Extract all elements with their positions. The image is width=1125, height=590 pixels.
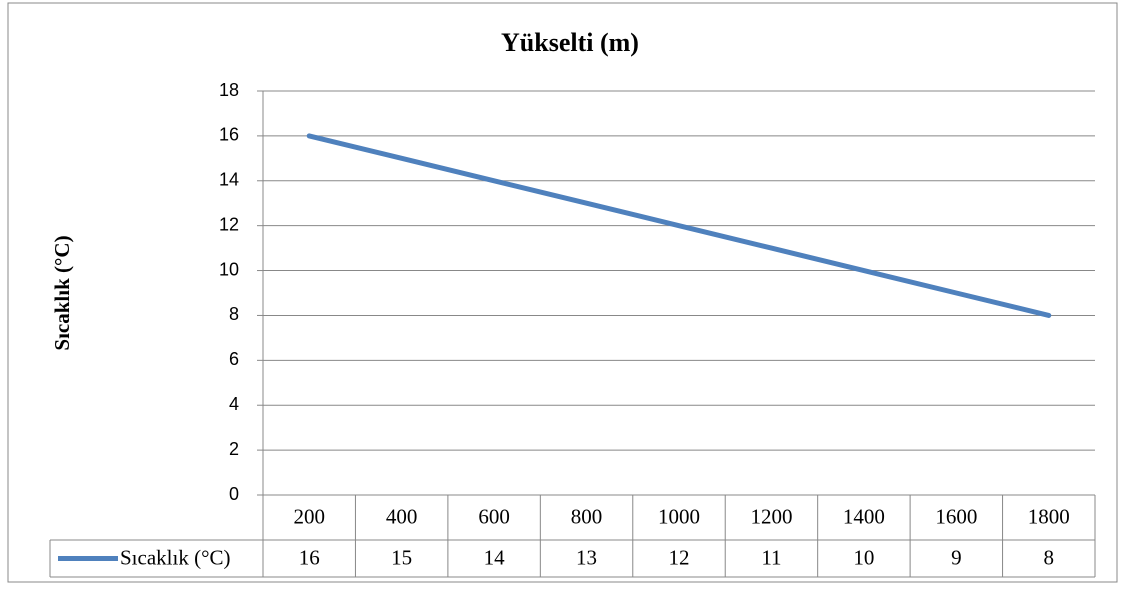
chart-title: Yükselti (m) <box>501 28 639 57</box>
table-value: 10 <box>853 545 874 569</box>
x-tick-label: 1400 <box>843 504 885 528</box>
legend-label: Sıcaklık (°C) <box>120 545 230 569</box>
y-tick-label: 12 <box>219 214 239 234</box>
x-tick-label: 1800 <box>1028 504 1070 528</box>
y-tick-label: 10 <box>219 259 239 279</box>
x-tick-label: 400 <box>386 504 418 528</box>
y-tick-label: 6 <box>229 349 239 369</box>
table-value: 15 <box>391 545 412 569</box>
x-tick-label: 1600 <box>935 504 977 528</box>
data-line <box>306 133 1052 318</box>
chart-border <box>7 2 1118 583</box>
table-value: 8 <box>1044 545 1055 569</box>
y-tick-label: 0 <box>229 484 239 504</box>
table-value: 13 <box>576 545 597 569</box>
table-value: 9 <box>951 545 962 569</box>
y-tick-label: 8 <box>229 304 239 324</box>
y-tick-label: 4 <box>229 394 239 414</box>
x-tick-label: 800 <box>571 504 603 528</box>
y-axis-label: Sıcaklık (°C) <box>50 235 74 350</box>
x-tick-label: 600 <box>478 504 510 528</box>
table-value: 12 <box>669 545 690 569</box>
table-value: 11 <box>761 545 781 569</box>
table-value: 14 <box>484 545 506 569</box>
y-tick-label: 2 <box>229 439 239 459</box>
y-tick-label: 16 <box>219 125 239 145</box>
x-tick-label: 1000 <box>658 504 700 528</box>
x-tick-label: 200 <box>293 504 325 528</box>
y-tick-label: 18 <box>219 80 239 100</box>
y-tick-label: 14 <box>219 170 239 190</box>
table-value: 16 <box>299 545 320 569</box>
x-tick-label: 1200 <box>750 504 792 528</box>
